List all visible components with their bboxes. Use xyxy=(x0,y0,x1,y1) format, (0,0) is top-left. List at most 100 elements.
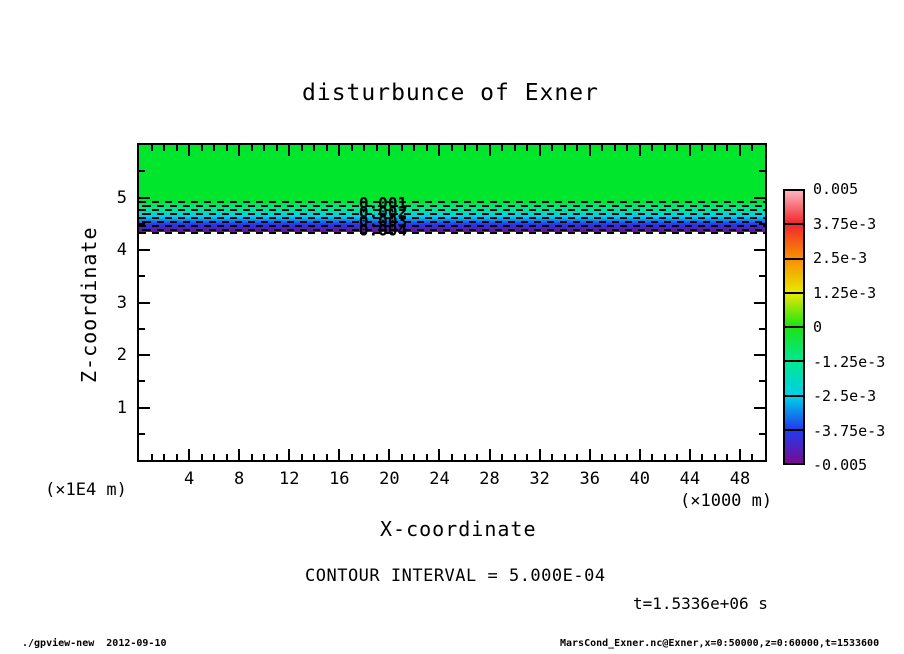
contour-label: 0.002 xyxy=(358,202,408,222)
y-tick-minor xyxy=(139,170,145,173)
contour-line xyxy=(139,232,765,234)
y-tick-minor xyxy=(759,275,765,278)
x-tick-minor xyxy=(663,454,666,460)
x-tick-minor xyxy=(363,454,366,460)
x-tick-label: 8 xyxy=(234,469,245,489)
x-tick-minor xyxy=(663,145,666,151)
x-tick-minor xyxy=(363,145,366,151)
x-tick-major xyxy=(438,449,441,460)
x-tick-minor xyxy=(163,454,166,460)
y-tick-label: 4 xyxy=(116,240,127,260)
x-tick-major xyxy=(288,449,291,460)
x-tick-minor xyxy=(651,454,654,460)
x-tick-major xyxy=(738,145,741,156)
contour-line xyxy=(139,221,765,223)
y-tick-label: 3 xyxy=(116,292,127,313)
x-tick-major xyxy=(688,449,691,460)
y-tick-minor xyxy=(759,380,765,383)
x-tick-major xyxy=(738,449,741,460)
colorbar-tick-label: 3.75e-3 xyxy=(813,214,877,233)
x-tick-major xyxy=(338,145,341,156)
y-tick-minor xyxy=(139,432,145,435)
contour-label: 0.004 xyxy=(358,220,408,240)
y-axis-units: (×1E4 m) xyxy=(45,480,127,500)
x-tick-minor xyxy=(413,145,416,151)
x-axis-label: X-coordinate xyxy=(380,517,537,541)
x-tick-minor xyxy=(613,454,616,460)
x-tick-minor xyxy=(726,454,729,460)
contour-interval-note: CONTOUR INTERVAL = 5.000E-04 xyxy=(305,566,606,586)
x-tick-minor xyxy=(626,145,629,151)
x-tick-major xyxy=(588,449,591,460)
x-tick-minor xyxy=(751,145,754,151)
y-tick-minor xyxy=(139,275,145,278)
contour-line xyxy=(139,205,765,207)
x-tick-minor xyxy=(263,454,266,460)
x-tick-minor xyxy=(250,145,253,151)
colorbar-tick-label: -1.25e-3 xyxy=(813,352,886,371)
x-tick-label: 36 xyxy=(579,469,600,489)
x-tick-major xyxy=(638,449,641,460)
x-tick-minor xyxy=(275,145,278,151)
x-tick-minor xyxy=(563,454,566,460)
x-tick-major xyxy=(538,145,541,156)
y-tick-minor xyxy=(759,432,765,435)
x-tick-minor xyxy=(613,145,616,151)
x-tick-major xyxy=(438,145,441,156)
y-tick-major xyxy=(139,301,150,304)
y-tick-major xyxy=(139,249,150,251)
contour-line xyxy=(139,201,765,203)
x-tick-label: 4 xyxy=(183,469,195,489)
x-tick-major xyxy=(188,449,191,460)
x-tick-minor xyxy=(213,454,216,460)
x-tick-minor xyxy=(175,145,178,151)
x-tick-major xyxy=(538,449,541,460)
x-tick-label: 44 xyxy=(679,469,701,489)
colorbar-segment xyxy=(785,257,803,292)
x-tick-label: 40 xyxy=(629,469,651,489)
x-tick-major xyxy=(688,145,691,156)
y-tick-label: 2 xyxy=(116,345,127,365)
x-tick-major xyxy=(238,449,241,460)
x-tick-major xyxy=(388,145,391,156)
contour-line xyxy=(139,217,765,219)
y-tick-major xyxy=(139,354,150,356)
plot-area: 0.001 0.002 0.003 0.004 xyxy=(137,143,767,462)
x-tick-major xyxy=(588,145,591,156)
colorbar-segment xyxy=(785,223,803,258)
x-tick-minor xyxy=(425,454,428,460)
x-tick-minor xyxy=(713,145,716,151)
time-annotation: t=1.5336e+06 s xyxy=(633,594,768,613)
x-tick-minor xyxy=(651,145,654,151)
x-tick-major xyxy=(288,145,291,156)
colorbar-segment xyxy=(785,394,803,429)
x-tick-label: 12 xyxy=(278,469,300,489)
x-tick-minor xyxy=(175,454,178,460)
x-tick-minor xyxy=(601,145,604,151)
colorbar xyxy=(783,189,805,465)
contour-label: 0.001 xyxy=(358,193,408,213)
x-tick-minor xyxy=(713,454,716,460)
x-tick-minor xyxy=(250,454,253,460)
x-tick-minor xyxy=(300,145,303,151)
x-tick-minor xyxy=(463,145,466,151)
y-tick-major xyxy=(139,196,150,199)
x-tick-minor xyxy=(526,145,529,151)
x-axis-units: (×1000 m) xyxy=(680,491,773,511)
y-tick-minor xyxy=(759,222,765,225)
x-tick-label: 16 xyxy=(329,469,350,489)
x-tick-minor xyxy=(325,145,328,151)
x-tick-minor xyxy=(476,454,479,460)
y-tick-minor xyxy=(139,380,145,383)
x-tick-minor xyxy=(400,454,403,460)
x-tick-minor xyxy=(601,454,604,460)
x-tick-minor xyxy=(350,145,353,151)
contour-line xyxy=(139,213,765,215)
x-tick-minor xyxy=(513,145,516,151)
y-tick-major xyxy=(754,196,765,199)
x-tick-major xyxy=(488,449,491,460)
x-tick-minor xyxy=(200,454,203,460)
x-tick-major xyxy=(488,145,491,156)
x-tick-label: 32 xyxy=(529,469,550,489)
